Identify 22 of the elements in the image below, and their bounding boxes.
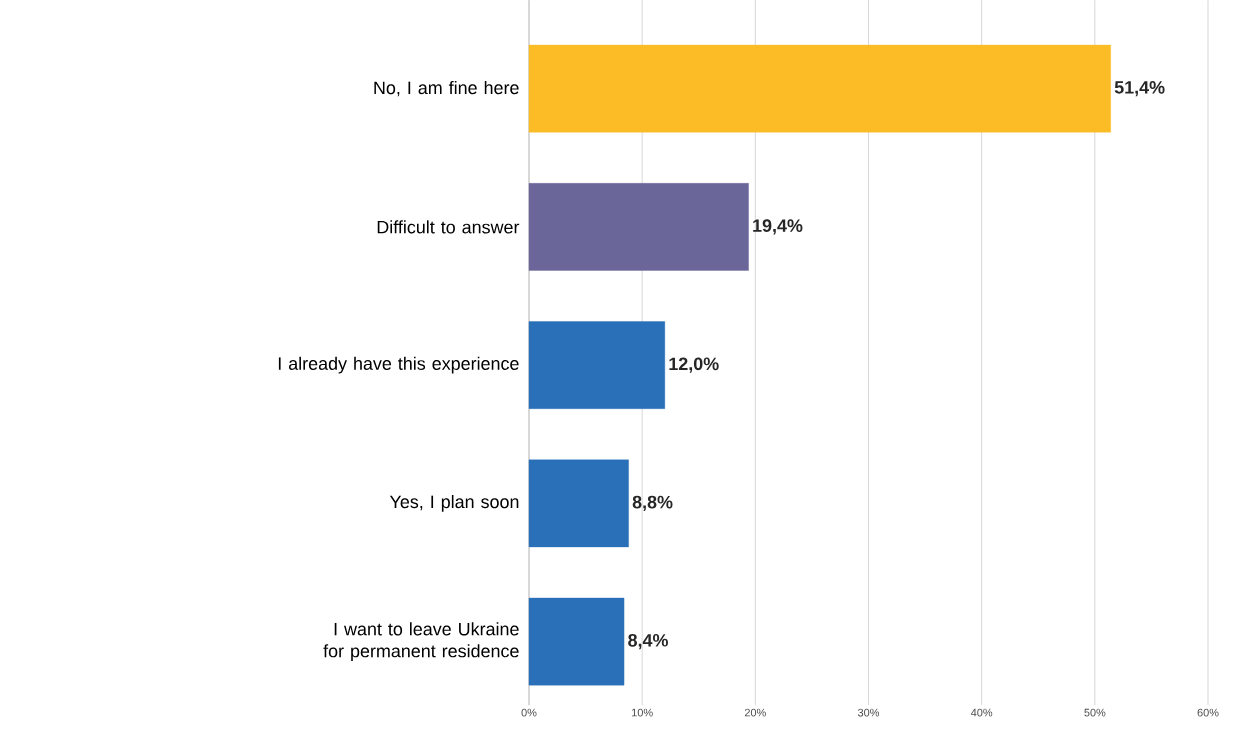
y-tick-label: No, I am fine here: [374, 80, 519, 97]
x-tick-label: 40%: [970, 708, 993, 717]
bar: [528, 597, 625, 686]
bar: [528, 183, 749, 271]
x-tick-label: 60%: [1197, 708, 1219, 717]
x-tick-label: 10%: [632, 708, 653, 717]
bar: [528, 459, 629, 548]
bar: [528, 321, 665, 409]
x-tick-label: 0%: [521, 708, 537, 717]
y-tick-label: Difficult to answer: [377, 220, 520, 234]
x-tick-label: 20%: [744, 708, 766, 717]
x-tick-label: 50%: [1084, 708, 1106, 717]
y-tick-label: Yes, I plan soon: [389, 494, 519, 512]
y-tick-label: I want to leave Ukraine for permanent residence: [323, 622, 519, 661]
data-label: 12,0%: [669, 357, 719, 373]
data-label: 8,8%: [632, 495, 673, 511]
data-label: 51,4%: [1114, 80, 1165, 97]
y-tick-label: I already have this experience: [278, 356, 519, 374]
x-tick-label: 30%: [857, 708, 880, 717]
data-label: 19,4%: [753, 219, 803, 235]
data-label: 8,4%: [628, 633, 668, 650]
bar: [528, 44, 1111, 133]
